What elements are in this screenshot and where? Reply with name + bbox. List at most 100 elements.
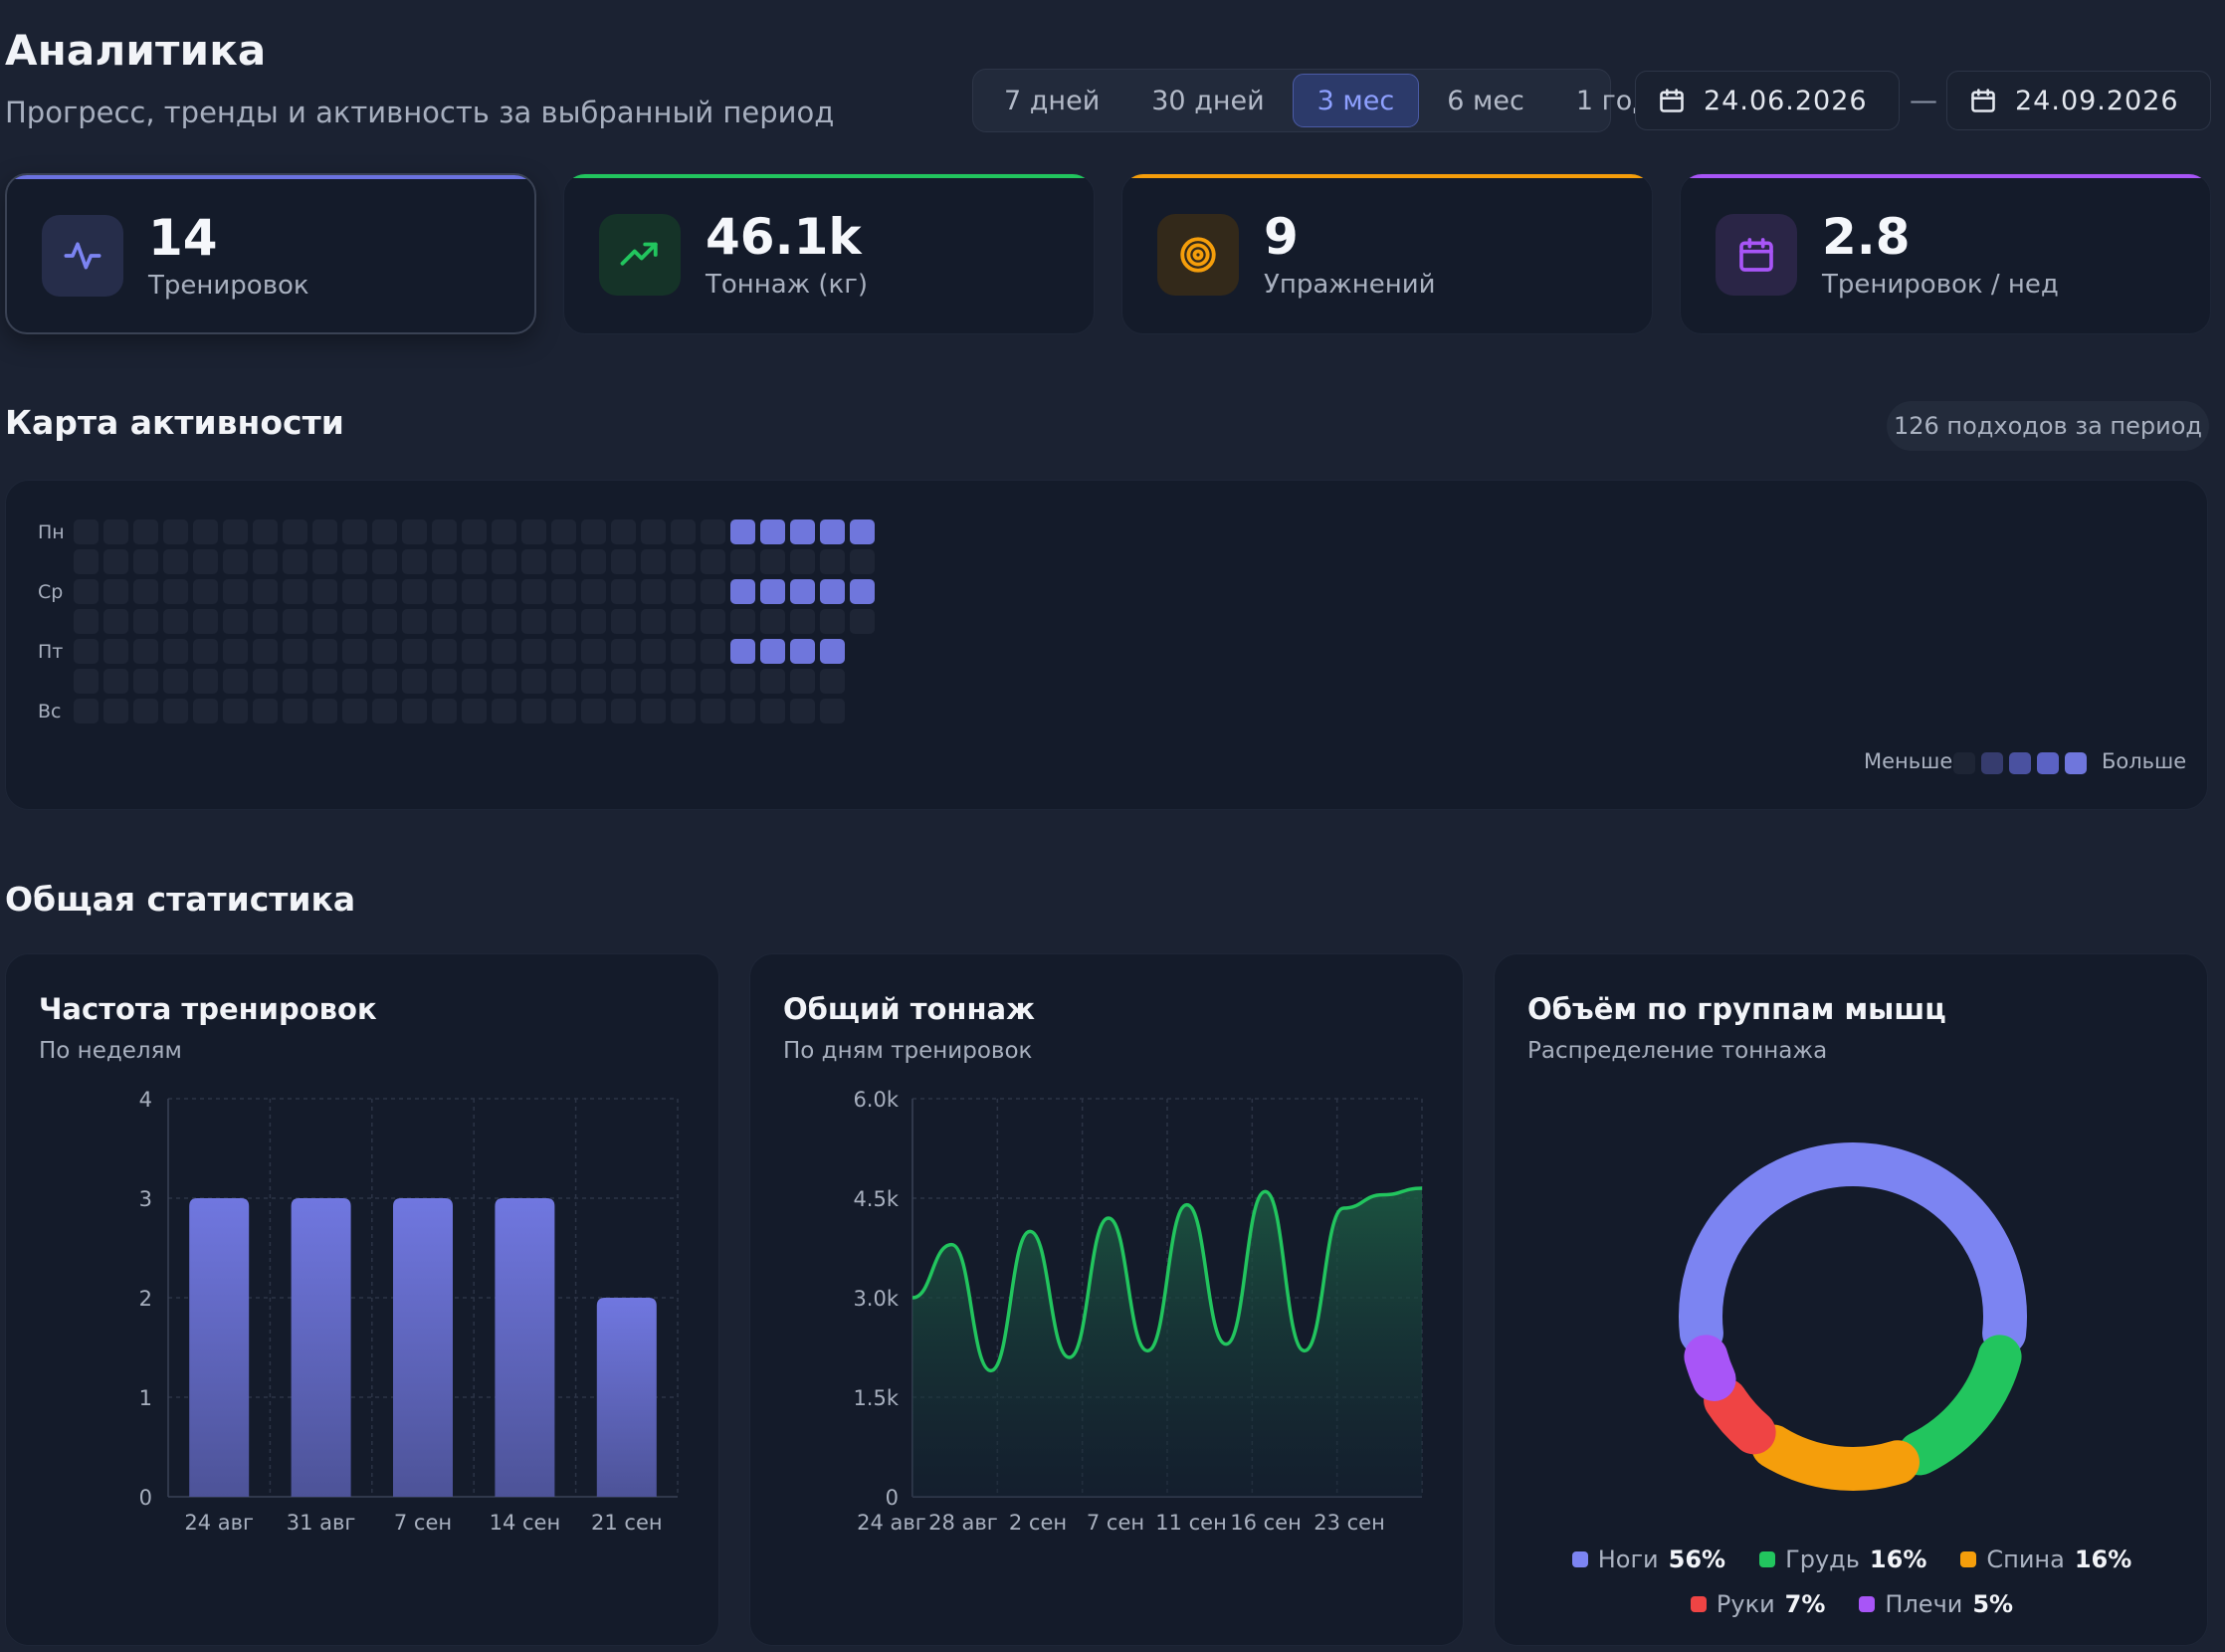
heatmap-cell	[641, 639, 666, 664]
calendar-icon	[1660, 89, 1684, 112]
heatmap-cell	[74, 699, 99, 723]
bar[interactable]	[495, 1198, 555, 1497]
heatmap-cell	[342, 669, 367, 694]
calendar-icon	[1971, 89, 1995, 112]
x-tick-label: 16 сен	[1230, 1511, 1302, 1535]
heatmap-cell	[193, 639, 218, 664]
heatmap-cell	[551, 669, 576, 694]
donut-slice[interactable]	[1679, 1142, 2027, 1355]
heatmap-cell	[611, 609, 636, 634]
tab-7-days[interactable]: 7 дней	[1004, 85, 1101, 116]
heatmap-cell	[312, 579, 337, 604]
heatmap-cell	[283, 699, 307, 723]
tonnage-chart-card: Общий тоннаж По дням тренировок 0 1.5k 3.0…	[749, 953, 1464, 1646]
stat-value: 46.1k	[706, 208, 862, 266]
legend-level-4	[2065, 752, 2087, 774]
heatmap-cell	[312, 699, 337, 723]
heatmap-cell	[730, 669, 755, 694]
heatmap-cell	[133, 639, 158, 664]
heatmap-cell-active	[760, 579, 785, 604]
heatmap-cell	[462, 609, 487, 634]
heatmap-cell	[671, 609, 696, 634]
heatmap-cell	[641, 579, 666, 604]
heatmap-cell	[253, 579, 278, 604]
heatmap-cell	[701, 639, 725, 664]
tab-30-days[interactable]: 30 дней	[1151, 85, 1265, 116]
stat-card-tonnage[interactable]: 46.1k Тоннаж (кг)	[563, 173, 1095, 334]
calendar-icon	[1716, 214, 1797, 296]
donut-slice[interactable]	[1684, 1335, 1736, 1401]
heatmap-cell	[820, 609, 845, 634]
bar[interactable]	[596, 1298, 657, 1497]
heatmap-cell	[581, 639, 606, 664]
chart-title: Объём по группам мышц	[1527, 992, 1946, 1026]
y-tick-label: 4	[139, 1088, 152, 1112]
heatmap-cell	[342, 639, 367, 664]
bar[interactable]	[291, 1198, 351, 1497]
heatmap-cell	[74, 609, 99, 634]
stat-card-workouts[interactable]: 14 Тренировок	[5, 173, 536, 334]
heatmap-cell	[253, 669, 278, 694]
y-tick-label: 4.5k	[853, 1187, 899, 1211]
donut-slice[interactable]	[1751, 1424, 1920, 1491]
legend-name: Спина	[1986, 1546, 2065, 1573]
stat-label: Тренировок	[148, 271, 309, 301]
heatmap-cell	[492, 609, 516, 634]
legend-name: Ноги	[1597, 1546, 1659, 1573]
y-tick-label: 2	[139, 1287, 152, 1311]
donut-legend-row-2: Руки 7% Плечи 5%	[1495, 1590, 2209, 1618]
bar[interactable]	[189, 1198, 250, 1497]
date-from-field[interactable]: 24.06.2026	[1635, 71, 1900, 130]
heatmap-cell	[74, 669, 99, 694]
stat-value: 9	[1264, 208, 1299, 266]
heatmap-cell	[133, 699, 158, 723]
tab-6-months[interactable]: 6 мес	[1447, 85, 1524, 116]
stat-card-per-week[interactable]: 2.8 Тренировок / нед	[1680, 173, 2211, 334]
stat-value: 14	[148, 209, 218, 267]
donut-slice[interactable]	[1704, 1378, 1776, 1455]
bar[interactable]	[393, 1198, 453, 1497]
tab-3-months[interactable]: 3 мес	[1292, 74, 1420, 127]
heatmap-cell	[193, 699, 218, 723]
heatmap-cell-active	[790, 639, 815, 664]
heatmap-cell	[551, 549, 576, 574]
heatmap-cell	[432, 699, 457, 723]
legend-name: Грудь	[1785, 1546, 1860, 1573]
heatmap-cell	[133, 579, 158, 604]
stat-label: Тоннаж (кг)	[706, 270, 869, 300]
heatmap-cell	[402, 519, 427, 544]
heatmap-cell	[253, 699, 278, 723]
heatmap-cell	[163, 609, 188, 634]
heatmap-cell-active	[820, 639, 845, 664]
heatmap-cell	[402, 669, 427, 694]
heatmap-cell	[103, 699, 128, 723]
heatmap-cell	[701, 699, 725, 723]
heatmap-cell	[551, 639, 576, 664]
day-label-sun: Вс	[38, 701, 62, 723]
heatmap-cell	[492, 579, 516, 604]
heatmap-cell	[342, 699, 367, 723]
heatmap-cell	[163, 639, 188, 664]
heatmap-cell	[551, 519, 576, 544]
heatmap-cell	[820, 669, 845, 694]
donut-slice[interactable]	[1898, 1335, 2022, 1476]
heatmap-cell	[581, 609, 606, 634]
heatmap-cell	[790, 699, 815, 723]
legend-pct: 5%	[1972, 1590, 2014, 1618]
heatmap-cell	[671, 669, 696, 694]
heatmap-cell	[462, 579, 487, 604]
heatmap-cell	[193, 669, 218, 694]
series-line[interactable]	[911, 1186, 1423, 1373]
heatmap-cell	[312, 669, 337, 694]
heatmap-cell	[492, 519, 516, 544]
date-to-field[interactable]: 24.09.2026	[1946, 71, 2211, 130]
heatmap-cell	[462, 669, 487, 694]
heatmap-cell-active	[760, 519, 785, 544]
overview-section-title: Общая статистика	[5, 880, 356, 919]
heatmap-cell	[402, 699, 427, 723]
heatmap-cell	[492, 699, 516, 723]
heatmap-cell	[551, 579, 576, 604]
heatmap-cell	[223, 669, 248, 694]
stat-card-exercises[interactable]: 9 Упражнений	[1121, 173, 1653, 334]
heatmap-cell	[223, 579, 248, 604]
